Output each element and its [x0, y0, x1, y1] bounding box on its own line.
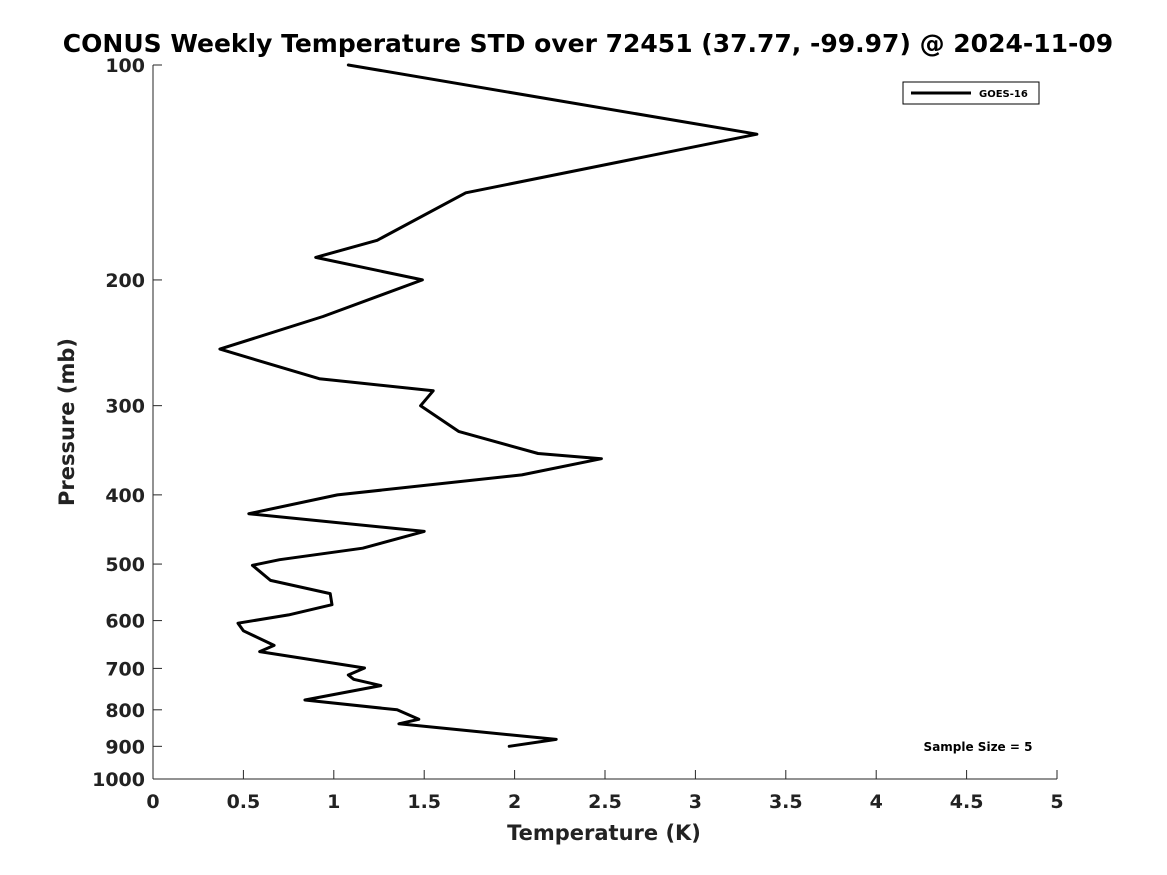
legend: GOES-16: [902, 81, 1040, 105]
y-tick-label: 100: [105, 55, 145, 77]
series-line-goes-16: [218, 63, 759, 748]
plot-area: 0 0.5 1 1.5 2 2.5 3 3.5 4 4.5 5 100 200 300 400 500 600 7…: [92, 55, 1064, 813]
y-tick-label: 200: [105, 270, 145, 292]
y-tick-label: 400: [105, 485, 145, 507]
y-tick-label: 900: [105, 736, 145, 758]
x-tick-label: 0: [146, 791, 159, 813]
x-tick-label: 2: [508, 791, 521, 813]
chart-title: CONUS Weekly Temperature STD over 72451 …: [63, 29, 1113, 58]
sample-size-annotation: Sample Size = 5: [924, 740, 1033, 754]
x-tick-label: 3.5: [769, 791, 803, 813]
y-tick-label: 700: [105, 658, 145, 680]
y-tick-label: 600: [105, 611, 145, 633]
x-tick-label: 3: [689, 791, 702, 813]
legend-label-goes-16: GOES-16: [979, 89, 1028, 100]
x-tick-label: 5: [1050, 791, 1063, 813]
x-tick-label: 4: [870, 791, 883, 813]
x-axis-label: Temperature (K): [507, 821, 701, 845]
y-tick-label: 1000: [92, 769, 145, 791]
x-tick-label: 4.5: [950, 791, 984, 813]
x-tick-label: 0.5: [227, 791, 261, 813]
y-axis-label: Pressure (mb): [55, 338, 79, 506]
x-tick-label: 2.5: [588, 791, 622, 813]
y-tick-label: 800: [105, 700, 145, 722]
y-tick-label: 500: [105, 554, 145, 576]
y-tick-label: 300: [105, 396, 145, 418]
x-tick-label: 1: [327, 791, 340, 813]
x-tick-label: 1.5: [407, 791, 441, 813]
